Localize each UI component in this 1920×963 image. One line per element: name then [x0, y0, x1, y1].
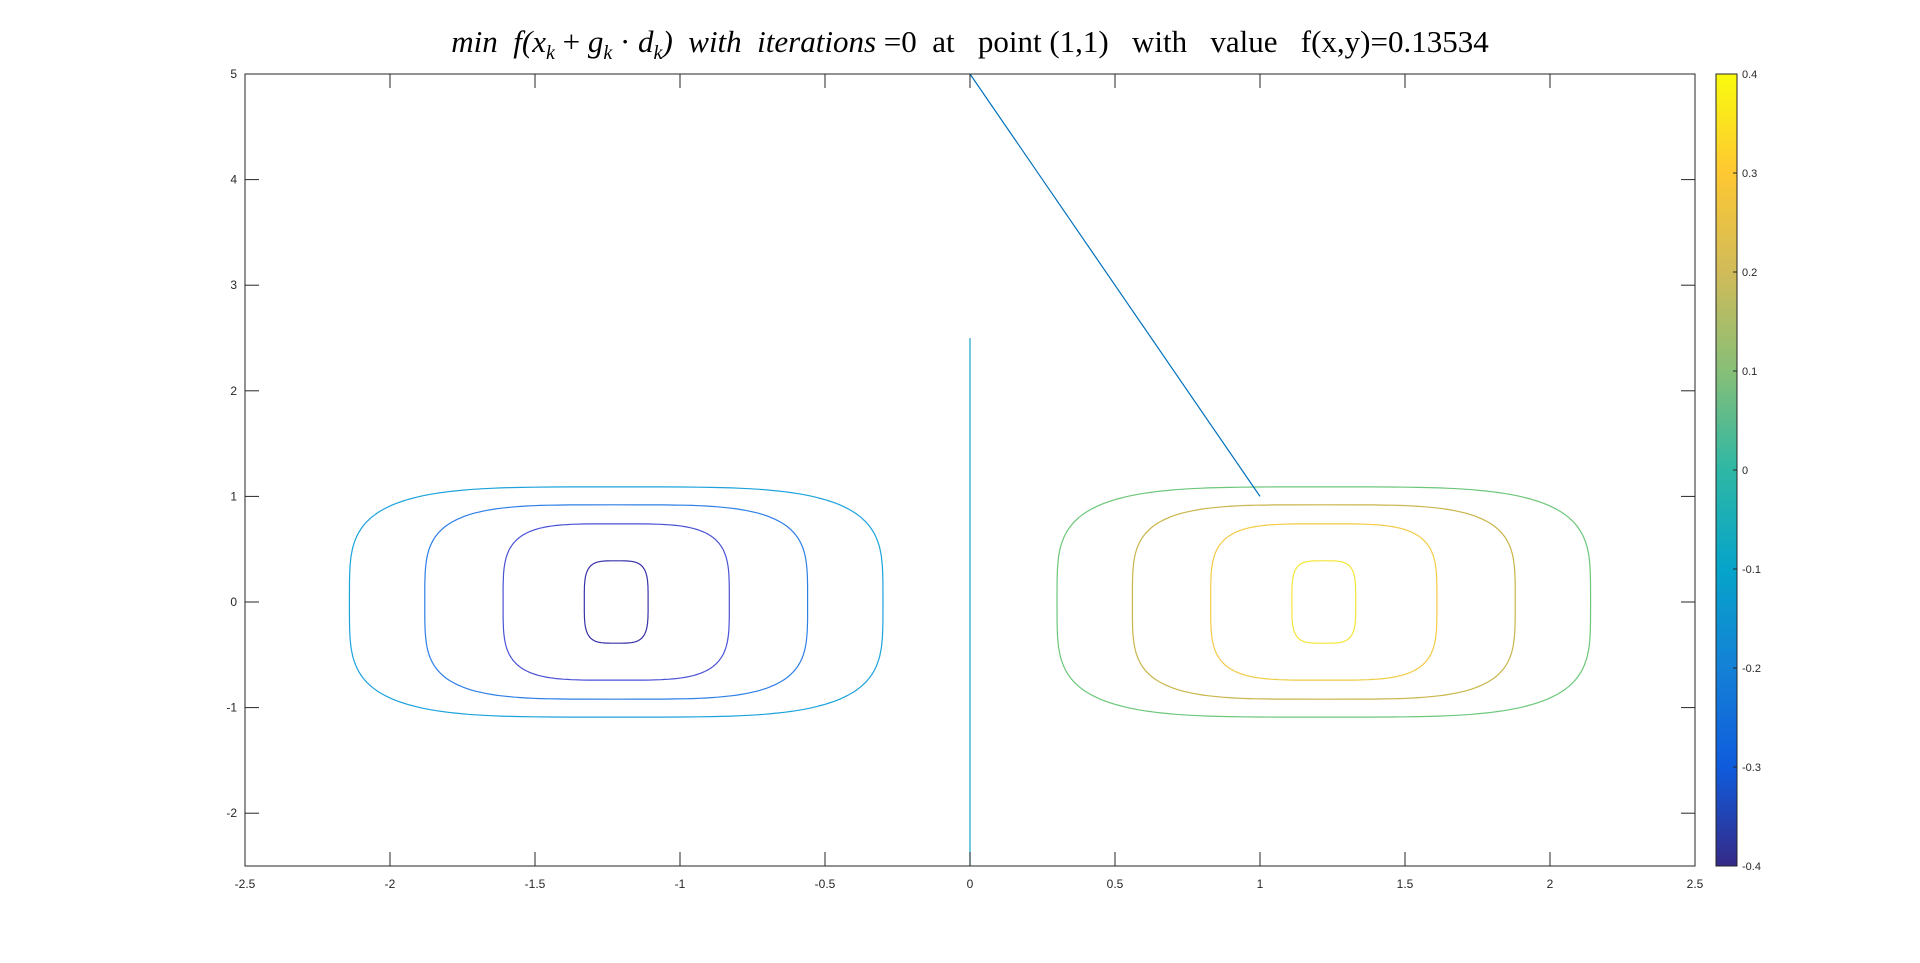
colorbar-tick-label: 0.2 [1742, 267, 1757, 279]
x-tick-label: -2 [385, 877, 396, 891]
x-tick-label: 1.5 [1397, 877, 1414, 891]
x-tick-label: -0.5 [815, 877, 836, 891]
y-tick-label: 5 [230, 67, 237, 81]
title-sub-k1: k [545, 42, 555, 65]
colorbar-tick-label: 0.4 [1742, 69, 1757, 81]
y-tick-label: 1 [230, 489, 237, 503]
x-tick-label: 0.5 [1107, 877, 1124, 891]
title-at: at [932, 24, 955, 59]
title-with2: with [1132, 24, 1188, 59]
title-value-word: value [1210, 24, 1278, 59]
title-point-word: point [977, 24, 1042, 59]
contour-level-0_1 [1056, 486, 1592, 718]
title-dot: · [612, 24, 639, 59]
data-layer [348, 73, 1592, 866]
title-d: d [638, 24, 654, 59]
plot-title: min f(xk + gk · dk) with iterations =0 a… [245, 24, 1695, 65]
colorbar-tick-label: -0.3 [1742, 762, 1761, 774]
colorbar-tick-label: 0.3 [1742, 168, 1757, 180]
colorbar-tick-label: 0 [1742, 465, 1748, 477]
search-direction-line [969, 73, 1261, 497]
x-tick-label: 0 [967, 877, 974, 891]
colorbar-tick-label: -0.1 [1742, 564, 1761, 576]
contour-level-neg0_4 [583, 560, 649, 644]
x-tick-label: 2 [1547, 877, 1554, 891]
title-g: g [587, 24, 604, 59]
colorbar-tick-label: -0.4 [1742, 861, 1761, 873]
title-plus: + [554, 24, 588, 59]
colorbar-tick-label: -0.2 [1742, 663, 1761, 675]
x-tick-label: -1.5 [525, 877, 546, 891]
contour-level-neg0_2 [424, 504, 809, 700]
contour-level-0_3 [1210, 523, 1438, 681]
x-tick-label: -2.5 [235, 877, 256, 891]
colorbar-tick-label: 0.1 [1742, 366, 1757, 378]
title-sub-k2: k [603, 42, 613, 65]
x-tick-label: -1 [675, 877, 686, 891]
y-tick-label: 0 [230, 595, 237, 609]
contour-level-neg0_3 [502, 523, 730, 681]
contour-level-0_2 [1131, 504, 1516, 700]
y-tick-label: -2 [226, 806, 237, 820]
title-sub-k3: k [653, 42, 663, 65]
title-x: x [532, 24, 546, 59]
title-iterations: iterations [757, 24, 877, 59]
title-with1: with [688, 24, 742, 59]
title-min: min [451, 24, 498, 59]
contour-level-0_4 [1291, 560, 1357, 644]
x-tick-label: 2.5 [1687, 877, 1704, 891]
title-f-close: ) [662, 24, 673, 59]
colorbar-ticks: 0.4 0.3 0.2 0.1 0 -0.1 -0.2 -0.3 -0.4 [1733, 69, 1761, 873]
y-tick-label: 3 [230, 278, 237, 292]
title-fxy: f(x,y)=0.13534 [1300, 24, 1489, 59]
y-tick-label: 4 [230, 173, 237, 187]
y-tick-label: -1 [226, 701, 237, 715]
contour-level-neg0_1 [348, 486, 884, 718]
title-f-open: f( [513, 24, 533, 59]
y-tick-label: 2 [230, 384, 237, 398]
title-eq-iter: =0 [883, 24, 917, 59]
x-tick-label: 1 [1257, 877, 1264, 891]
title-point: (1,1) [1049, 24, 1109, 59]
axes-layer: -2.5 -2 -1.5 -1 -0.5 0 0.5 1 1.5 2 2.5 -2 -1 0 1 2 3 4 5 [226, 67, 1703, 891]
